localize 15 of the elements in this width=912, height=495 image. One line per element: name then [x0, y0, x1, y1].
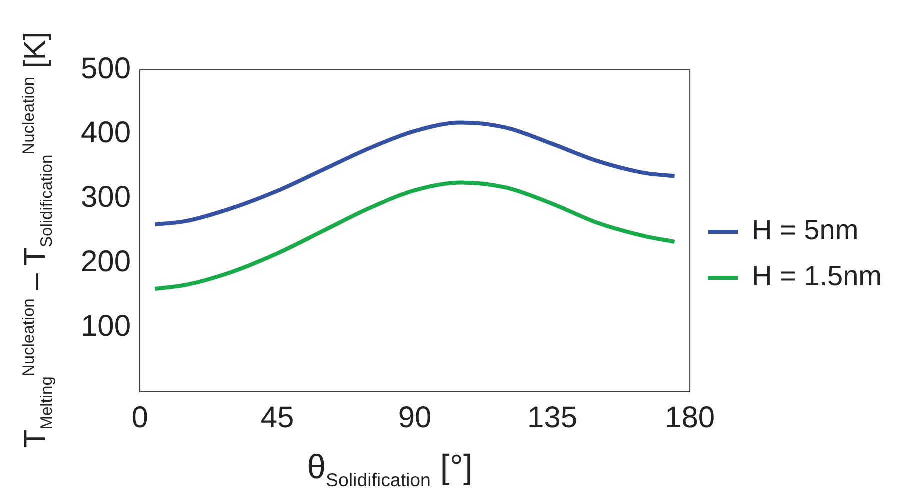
- y-tick-label: 300: [80, 181, 132, 214]
- x-tick-label: 0: [132, 401, 148, 434]
- line-series: [153, 120, 677, 227]
- x-tick-label: 135: [528, 401, 578, 434]
- legend-label: H = 1.5nm: [752, 260, 882, 292]
- line-series: [153, 180, 677, 291]
- y-tick-label: 500: [80, 52, 132, 86]
- x-axis-title: θ$_{Solidification}$ [°]: [307, 448, 473, 492]
- y-tick-label: 100: [80, 310, 132, 343]
- x-tick-label: 45: [260, 401, 294, 434]
- y-tick-label: 200: [80, 245, 132, 278]
- x-tick-label: 90: [398, 401, 432, 434]
- y-tick-label: 400: [80, 116, 132, 150]
- legend-label: H = 5nm: [752, 214, 859, 246]
- x-tick-label: 180: [665, 401, 716, 434]
